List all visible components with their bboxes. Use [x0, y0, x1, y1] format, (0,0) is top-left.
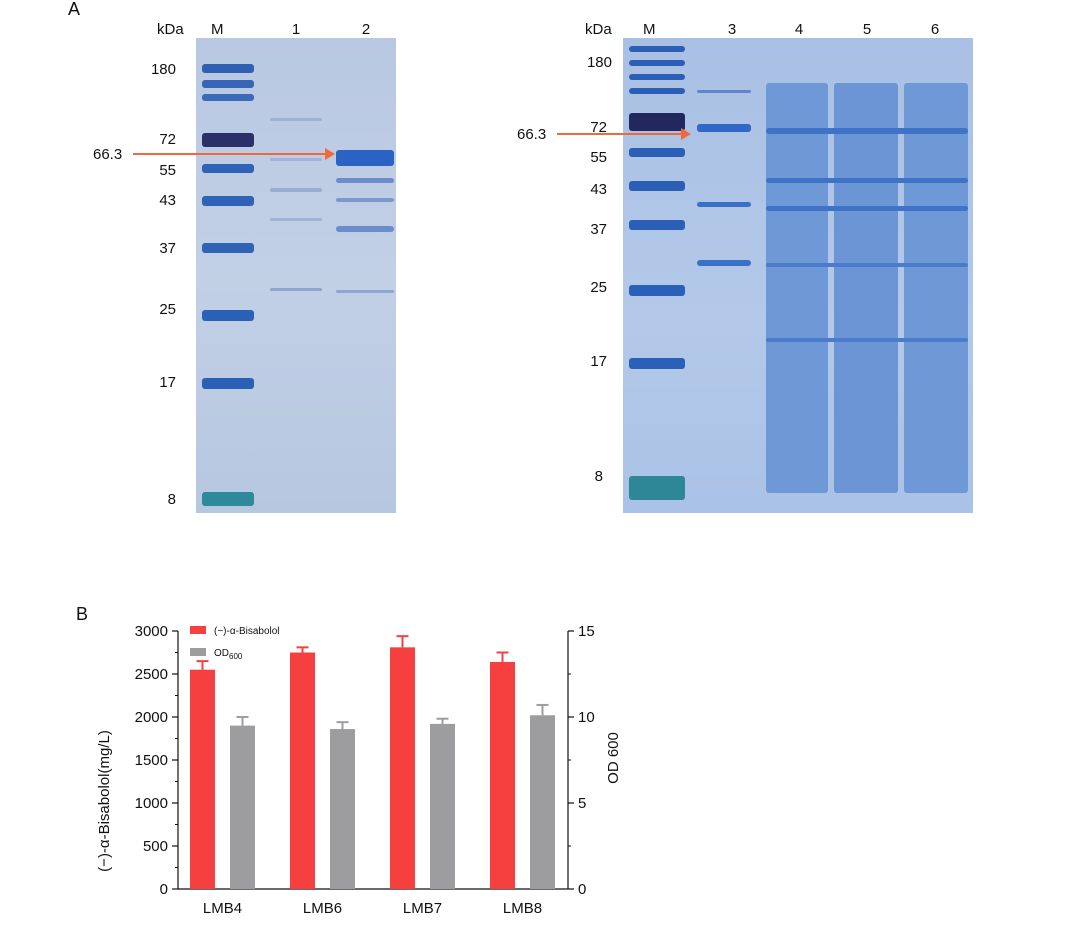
x-tick-label: LMB6 [303, 900, 342, 917]
y-tick-label: 2500 [135, 666, 168, 683]
y-right-tick-label: 0 [578, 881, 586, 898]
left-gel-mw-43: 43 [159, 192, 176, 209]
left-gel-mw-72: 72 [159, 131, 176, 148]
left-gel-mw-8: 8 [167, 491, 176, 508]
right-gel-mw-72: 72 [590, 119, 607, 136]
bar-od600 [330, 729, 355, 889]
x-tick-label: LMB4 [203, 900, 242, 917]
right-gel-image [623, 38, 973, 513]
left-gel-lane-2-label: 2 [361, 21, 371, 38]
y-right-tick-label: 10 [578, 709, 595, 726]
right-gel-mw-17: 17 [590, 353, 607, 370]
right-gel-lane-5-label: 5 [862, 21, 872, 38]
left-gel-mw-37: 37 [159, 240, 176, 257]
right-gel-lane-4-label: 4 [794, 21, 804, 38]
right-gel-mw-25: 25 [590, 279, 607, 296]
bar-od600 [430, 723, 455, 889]
y-tick-label: 1000 [135, 795, 168, 812]
right-gel-lane-6-label: 6 [930, 21, 940, 38]
right-gel-lane-3-label: 3 [727, 21, 737, 38]
x-tick-label: LMB8 [503, 900, 542, 917]
right-gel-kda-label: kDa [585, 21, 612, 38]
bar-chart: (−)-α-Bisabolol(mg/L) OD 600 05001000150… [96, 623, 620, 917]
y-tick-label: 3000 [135, 623, 168, 640]
left-gel-marker-label: M [211, 21, 224, 38]
left-gel-mw-25: 25 [159, 301, 176, 318]
left-gel-mw-17: 17 [159, 374, 176, 391]
right-gel-mw-55: 55 [590, 149, 607, 166]
left-gel-mw-55: 55 [159, 162, 176, 179]
left-gel-arrow-head [325, 148, 335, 160]
bar-bisabolol [290, 652, 315, 889]
y-right-tick-label: 15 [578, 623, 595, 640]
right-gel-arrow [557, 133, 681, 135]
y-tick-label: 2000 [135, 709, 168, 726]
bar-od600 [230, 725, 255, 889]
bar-bisabolol [190, 669, 215, 889]
y-axis-title: (−)-α-Bisabolol(mg/L) [96, 730, 113, 872]
left-gel-arrow [133, 153, 325, 155]
legend-label: OD600 [214, 648, 243, 661]
y-tick-label: 500 [143, 838, 168, 855]
y-tick-label: 1500 [135, 752, 168, 769]
y-right-tick-label: 5 [578, 795, 586, 812]
bar-bisabolol [390, 647, 415, 889]
y-axis-right-title: OD 600 [605, 732, 620, 784]
bar-od600 [530, 715, 555, 889]
bar-bisabolol [490, 661, 515, 889]
left-gel-lane-1-label: 1 [291, 21, 301, 38]
legend-swatch [190, 648, 206, 656]
panel-a-label: A [68, 0, 81, 19]
legend-label: (−)-α-Bisabolol [214, 626, 280, 637]
right-gel-arrow-head [681, 128, 691, 140]
legend-swatch [190, 626, 206, 634]
left-gel-arrow-label: 66.3 [93, 146, 123, 163]
x-tick-label: LMB7 [403, 900, 442, 917]
right-gel-marker-label: M [643, 21, 656, 38]
left-gel-image [196, 38, 396, 513]
right-gel-mw-8: 8 [594, 468, 603, 485]
panel-b-label: B [76, 604, 89, 624]
y-tick-label: 0 [160, 881, 168, 898]
left-gel-mw-180: 180 [150, 61, 176, 78]
right-gel-mw-37: 37 [590, 221, 607, 238]
right-gel-mw-180: 180 [586, 54, 612, 71]
right-gel-mw-43: 43 [590, 181, 607, 198]
left-gel-kda-label: kDa [157, 21, 184, 38]
right-gel-arrow-label: 66.3 [517, 126, 547, 143]
